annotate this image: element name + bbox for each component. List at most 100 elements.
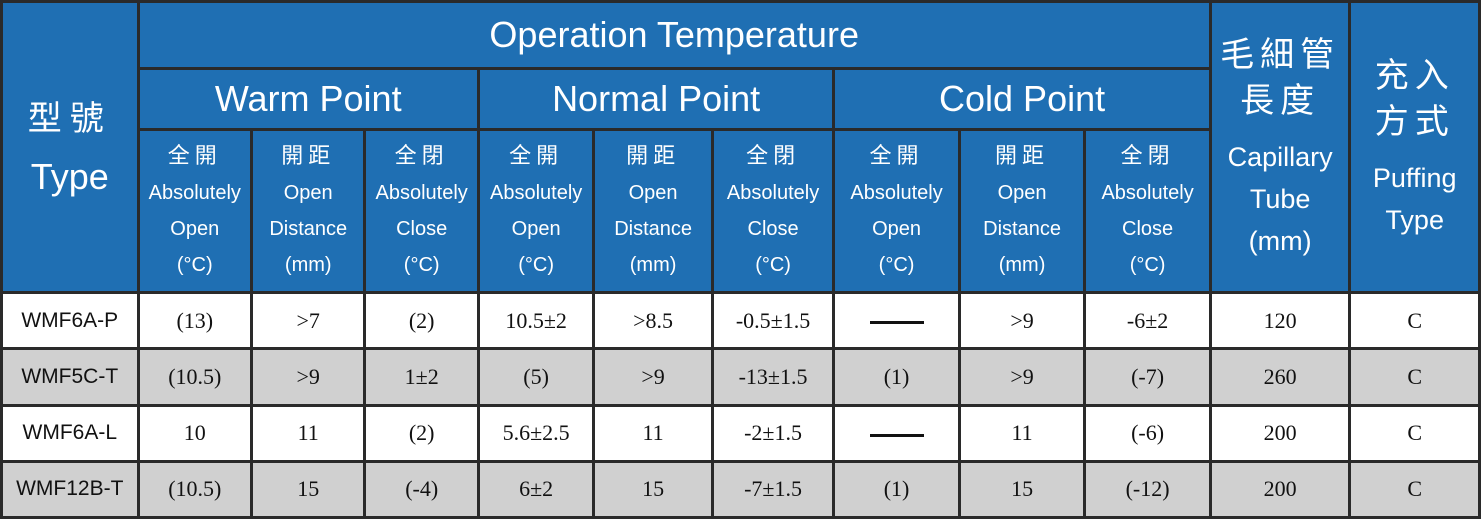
- subheader-en2: Open: [511, 218, 561, 240]
- value-cell: 200: [1211, 406, 1349, 460]
- type-header: 型號 Type: [3, 3, 137, 291]
- value-cell: 5.6±2.5: [479, 406, 593, 460]
- value-cell: 1±2: [366, 350, 477, 404]
- subheader-en1: Absolutely: [1101, 182, 1194, 204]
- subheader-zh: 全閉: [1120, 144, 1175, 169]
- value-cell: -7±1.5: [713, 462, 833, 516]
- subheader-en1: Absolutely: [850, 182, 943, 204]
- puffing-en2: Type: [1385, 205, 1444, 235]
- table-row: WMF6A-L 10 11 (2) 5.6±2.5 11 -2±1.5 11 (-6) 200 C: [3, 406, 1478, 460]
- subheader-en2: Distance: [983, 218, 1061, 240]
- subheader-unit: (mm): [284, 254, 332, 276]
- value-cell: -6±2: [1086, 294, 1209, 348]
- value-cell: >8.5: [595, 294, 711, 348]
- capillary-en2: Tube: [1249, 184, 1311, 214]
- normal-point-header: Normal Point: [479, 70, 833, 128]
- subheader-en1: Open: [628, 182, 678, 204]
- not-applicable-dash: [835, 294, 958, 348]
- subheader-zh: 全閉: [394, 144, 449, 169]
- subheader-open-distance: 開距 Open Distance (mm): [595, 131, 711, 291]
- subheader-open-distance: 開距 Open Distance (mm): [960, 131, 1084, 291]
- table-row: WMF6A-P (13) >7 (2) 10.5±2 >8.5 -0.5±1.5 >9 -6±2…: [3, 294, 1478, 348]
- subheader-open-distance: 開距 Open Distance (mm): [253, 131, 364, 291]
- model-cell: WMF6A-L: [3, 406, 137, 460]
- value-cell: 15: [960, 462, 1084, 516]
- puffing-zh2: 方式: [1374, 102, 1455, 142]
- subheader-unit: (°C): [403, 254, 440, 276]
- value-cell: >9: [960, 294, 1084, 348]
- subheader-unit: (°C): [755, 254, 791, 276]
- subheader-absolutely-close: 全閉 Absolutely Close (°C): [366, 131, 477, 291]
- not-applicable-dash: [835, 406, 958, 460]
- value-cell: (10.5): [139, 462, 250, 516]
- subheader-en2: Distance: [269, 218, 348, 240]
- subheader-unit: (°C): [1129, 254, 1166, 276]
- subheader-en2: Close: [1122, 218, 1174, 240]
- value-cell: -2±1.5: [713, 406, 833, 460]
- value-cell: 200: [1211, 462, 1349, 516]
- subheader-unit: (°C): [878, 254, 915, 276]
- subheader-unit: (°C): [176, 254, 213, 276]
- value-cell: -13±1.5: [713, 350, 833, 404]
- subheader-en1: Absolutely: [726, 182, 820, 204]
- value-cell: C: [1351, 462, 1478, 516]
- subheader-zh: 全開: [509, 144, 564, 169]
- subheader-unit: (mm): [998, 254, 1046, 276]
- capillary-header: 毛細管 長度 Capillary Tube (mm): [1211, 3, 1349, 291]
- value-cell: >9: [960, 350, 1084, 404]
- value-cell: 10: [139, 406, 250, 460]
- operation-temperature-header: Operation Temperature: [139, 3, 1209, 67]
- model-cell: WMF6A-P: [3, 294, 137, 348]
- subheader-en1: Absolutely: [375, 182, 468, 204]
- value-cell: 11: [595, 406, 711, 460]
- value-cell: C: [1351, 406, 1478, 460]
- value-cell: 10.5±2: [479, 294, 593, 348]
- value-cell: 120: [1211, 294, 1349, 348]
- value-cell: 260: [1211, 350, 1349, 404]
- subheader-absolutely-open: 全開 Absolutely Open (°C): [139, 131, 250, 291]
- type-header-zh: 型號: [27, 99, 112, 139]
- value-cell: >7: [253, 294, 364, 348]
- value-cell: (2): [366, 406, 477, 460]
- dash-line: [869, 321, 924, 325]
- subheader-en2: Open: [170, 218, 220, 240]
- value-cell: -0.5±1.5: [713, 294, 833, 348]
- value-cell: (1): [835, 350, 958, 404]
- puffing-zh1: 充入: [1374, 56, 1455, 96]
- value-cell: 15: [253, 462, 364, 516]
- value-cell: 6±2: [479, 462, 593, 516]
- subheader-unit: (°C): [518, 254, 555, 276]
- subheader-en1: Open: [283, 182, 333, 204]
- subheader-en1: Absolutely: [489, 182, 583, 204]
- value-cell: 11: [253, 406, 364, 460]
- capillary-zh2: 長度: [1240, 81, 1321, 121]
- value-cell: (5): [479, 350, 593, 404]
- subheader-zh: 全閉: [746, 144, 801, 169]
- subheader-unit: (mm): [629, 254, 677, 276]
- value-cell: (2): [366, 294, 477, 348]
- subheader-absolutely-close: 全閉 Absolutely Close (°C): [1086, 131, 1209, 291]
- model-cell: WMF5C-T: [3, 350, 137, 404]
- value-cell: (13): [139, 294, 250, 348]
- type-header-en: Type: [30, 156, 109, 197]
- subheader-en1: Open: [997, 182, 1047, 204]
- subheader-zh: 全開: [869, 144, 924, 169]
- value-cell: 15: [595, 462, 711, 516]
- value-cell: (-12): [1086, 462, 1209, 516]
- table-row: WMF5C-T (10.5) >9 1±2 (5) >9 -13±1.5 (1) >9 (-7) 2…: [3, 350, 1478, 404]
- subheader-zh: 開距: [281, 144, 336, 169]
- subheader-en1: Absolutely: [148, 182, 241, 204]
- value-cell: (1): [835, 462, 958, 516]
- value-cell: C: [1351, 294, 1478, 348]
- table-row: WMF12B-T (10.5) 15 (-4) 6±2 15 -7±1.5 (1) 15 (-12…: [3, 462, 1478, 516]
- subheader-en2: Distance: [614, 218, 692, 240]
- value-cell: >9: [595, 350, 711, 404]
- value-cell: >9: [253, 350, 364, 404]
- value-cell: C: [1351, 350, 1478, 404]
- subheader-en2: Close: [747, 218, 799, 240]
- subheader-absolutely-open: 全開 Absolutely Open (°C): [479, 131, 593, 291]
- warm-point-header: Warm Point: [139, 70, 477, 128]
- cold-point-header: Cold Point: [835, 70, 1209, 128]
